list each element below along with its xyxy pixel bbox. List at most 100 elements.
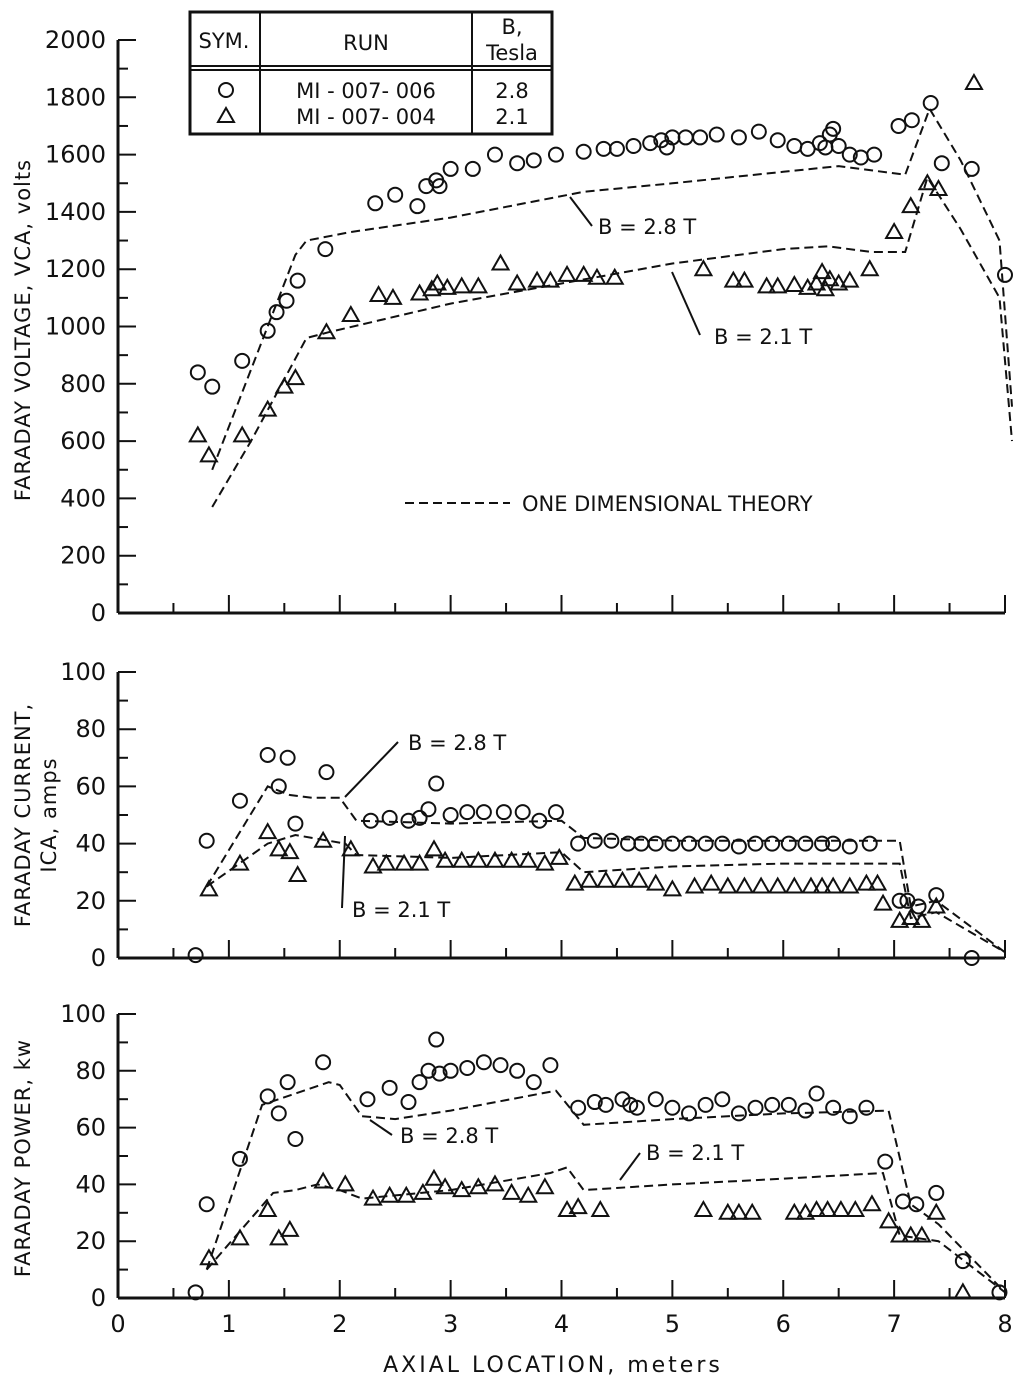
legend-circle-symbol [218,82,234,98]
current-point-triangle [801,876,821,894]
current-point-circle [287,815,304,832]
current-point-triangle [501,850,522,868]
power-leader-2-8 [369,1119,393,1136]
current-point-circle [797,835,814,852]
current-point-circle [681,835,698,852]
power-xticks [117,1280,1006,1298]
power-point-triangle [831,1199,851,1217]
x-tick-label: 8 [997,1310,1012,1338]
power-point-circle [420,1062,437,1079]
current-point-circle [825,835,842,852]
power-point-circle [270,1105,287,1122]
current-ytick-label: 80 [75,715,106,743]
voltage-leader-2-8 [569,196,593,227]
power-point-circle [808,1085,825,1102]
power-point-triangle [518,1185,538,1203]
voltage-point-triangle [812,262,832,280]
voltage-point-circle [486,146,503,163]
power-plot-area [187,1031,1008,1301]
current-ytick-label: 0 [91,944,106,972]
current-point-triangle [565,873,585,891]
power-point-circle [877,1153,894,1170]
current-point-triangle [424,839,444,857]
current-point-circle [714,835,731,852]
power-point-circle [411,1074,428,1091]
voltage-point-triangle [734,270,755,288]
current-point-triangle [734,876,755,894]
current-point-circle [495,804,512,821]
current-point-circle [442,807,459,823]
current-point-triangle [873,893,893,911]
power-point-triangle [912,1225,932,1243]
power-point-circle [597,1096,614,1113]
voltage-point-circle [509,155,526,172]
power-point-triangle [718,1202,738,1220]
voltage-ytick-label: 0 [91,599,106,627]
current-point-circle [231,792,248,809]
voltage-theory-line-b-2-1-t-theory [211,175,1013,508]
current-leader-2-1 [341,835,346,909]
power-point-triangle [424,1168,444,1186]
current-point-triangle [718,876,738,894]
voltage-ylabel: FARADAY VOLTAGE, VCA, volts [11,159,35,501]
power-point-circle [908,1196,925,1213]
current-point-triangle [230,853,250,871]
current-point-circle [780,835,797,852]
power-point-triangle [806,1199,827,1217]
current-point-triangle [646,873,666,891]
power-point-circle [525,1074,542,1091]
voltage-point-triangle [368,284,389,302]
current-theory-line-b-2-8-t-theory [205,785,1006,954]
voltage-ytick-label: 200 [60,542,106,570]
current-point-triangle [701,873,721,891]
power-point-circle [628,1099,645,1116]
power-point-triangle [953,1282,973,1300]
voltage-ytick-label: 400 [60,484,106,512]
voltage-point-circle [625,138,642,155]
voltage-plot-area [188,72,1013,508]
power-point-triangle [817,1199,838,1217]
current-ytick-label: 100 [60,658,106,686]
voltage-point-circle [750,123,767,140]
x-tick-label: 1 [221,1310,236,1338]
voltage-point-circle [464,160,481,177]
power-point-triangle [313,1171,333,1189]
voltage-xticks [117,595,1006,613]
current-point-triangle [435,850,455,868]
power-point-circle [542,1057,559,1074]
legend-header-b-line2: Tesla [485,41,538,65]
voltage-point-triangle [840,270,860,288]
current-point-circle [259,746,276,763]
voltage-ytick-label: 1000 [45,313,106,341]
current-yticks: 0 20 40 60 80 100 [60,658,136,972]
voltage-ytick-label: 1200 [45,255,106,283]
voltage-leader-2-1 [671,271,701,336]
current-point-triangle [287,865,308,883]
x-tick-label: 5 [665,1310,680,1338]
power-ytick-label: 80 [75,1057,106,1085]
power-point-circle [381,1079,398,1096]
voltage-point-circle [189,364,206,381]
voltage-point-circle [575,143,592,160]
power-point-circle [428,1031,445,1048]
voltage-point-triangle [422,279,442,297]
power-point-circle [858,1099,875,1116]
voltage-point-triangle [199,445,219,463]
voltage-ytick-label: 600 [60,427,106,455]
current-point-circle [279,749,296,766]
current-point-triangle [535,853,555,871]
current-label-2-8: B = 2.8 T [408,731,506,755]
legend-header-run: RUN [343,31,389,55]
power-point-triangle [257,1199,278,1217]
voltage-point-circle [903,112,920,129]
power-point-circle [198,1196,215,1213]
voltage-point-triangle [232,425,252,443]
power-point-triangle [501,1182,522,1200]
power-point-triangle [468,1177,489,1195]
voltage-ytick-label: 800 [60,370,106,398]
current-point-circle [963,950,980,966]
voltage-yticks: 0 200 400 600 800 1000 1200 1400 1600 1800 2000 [45,26,136,627]
current-point-triangle [856,873,877,891]
current-point-triangle [629,870,649,888]
